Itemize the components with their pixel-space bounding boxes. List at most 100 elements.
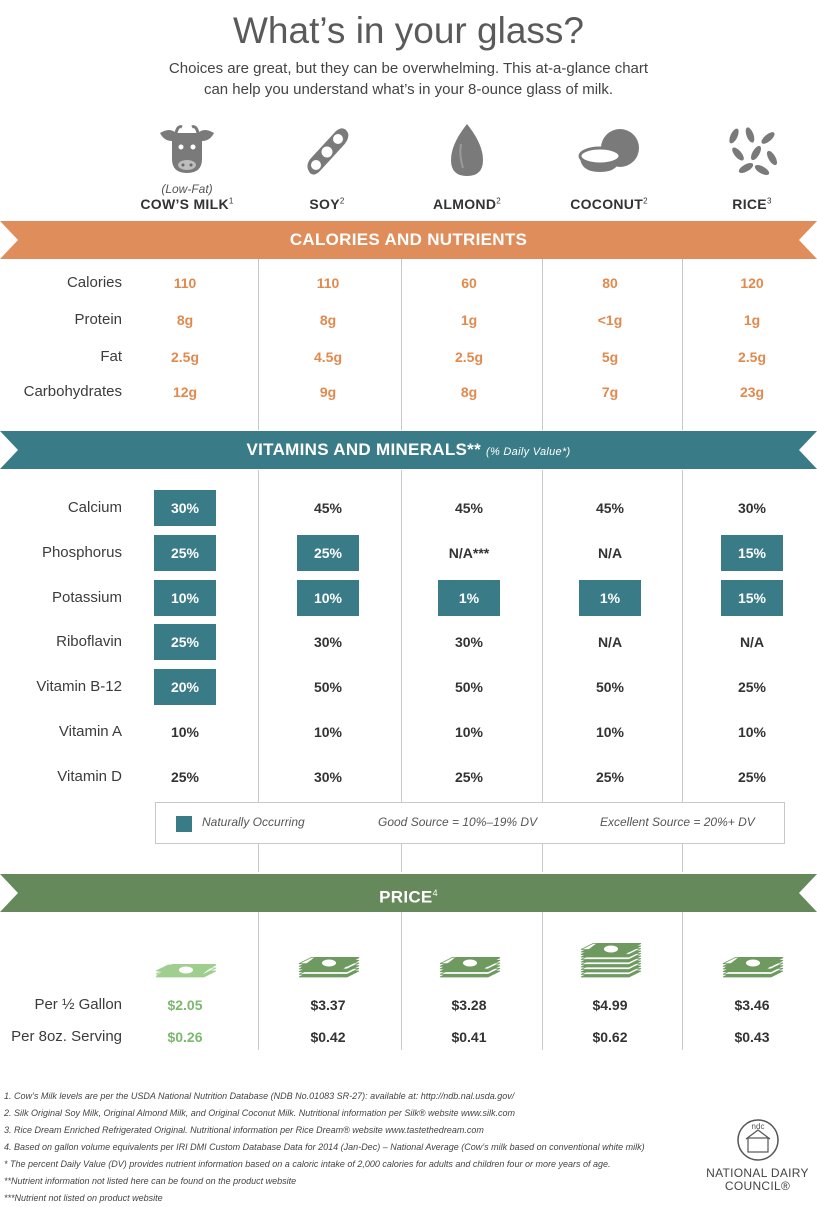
bill-seal xyxy=(463,959,477,967)
column-header-rice: RICE3 xyxy=(687,120,817,212)
row-label: Vitamin A xyxy=(58,723,122,740)
vitamin-value-highlighted: 10% xyxy=(297,580,359,616)
row-label: Riboflavin xyxy=(56,633,122,650)
column-header-almond: ALMOND2 xyxy=(402,120,532,212)
vitamin-value: 30% xyxy=(737,500,767,516)
nutrient-value: 110 xyxy=(316,275,340,291)
logo-line: NATIONAL DAIRY xyxy=(706,1166,809,1180)
column-divider xyxy=(542,912,543,1050)
section-title: PRICE xyxy=(379,887,433,907)
nutrient-value: 2.5g xyxy=(737,349,766,365)
vitamin-value: 25% xyxy=(170,769,200,785)
nutrient-value: 2.5g xyxy=(170,349,199,365)
price-value: $3.28 xyxy=(451,997,487,1013)
vitamin-value: N/A xyxy=(739,634,765,650)
money-stack-icon xyxy=(721,949,785,983)
money-stack-svg xyxy=(439,957,501,978)
price-value: $2.05 xyxy=(167,997,203,1013)
ndc-seal-icon: ndc xyxy=(736,1119,779,1161)
column-divider xyxy=(401,258,402,430)
footnote: 4. Based on gallon volume equivalents pe… xyxy=(4,1142,645,1152)
column-name: RICE xyxy=(732,196,767,212)
row-label: Calories xyxy=(66,274,122,291)
vitamin-value-highlighted: 10% xyxy=(154,580,216,616)
price-value: $0.62 xyxy=(592,1029,628,1045)
legend-good-source: Good Source = 10%–19% DV xyxy=(378,815,538,829)
section-title: CALORIES AND NUTRIENTS xyxy=(289,230,528,249)
vitamin-value: 25% xyxy=(454,769,484,785)
soybean-icon xyxy=(262,120,392,182)
vitamin-value: N/A xyxy=(597,545,623,561)
vitamin-value: 30% xyxy=(454,634,484,650)
vitamin-value: 25% xyxy=(737,679,767,695)
intro-text: Choices are great, but they can be overw… xyxy=(0,58,817,100)
bill-seal xyxy=(179,966,193,974)
page-title: What’s in your glass? xyxy=(233,10,584,51)
vitamin-value: 50% xyxy=(454,679,484,695)
nutrient-value: <1g xyxy=(597,312,623,328)
column-divider xyxy=(542,258,543,430)
nutrient-value: 1g xyxy=(460,312,478,328)
column-header-soy: SOY2 xyxy=(262,120,392,212)
money-stack-svg xyxy=(155,964,217,978)
almond-icon xyxy=(402,120,532,182)
column-divider xyxy=(401,912,402,1050)
price-value: $0.42 xyxy=(310,1029,346,1045)
vitamin-value: 10% xyxy=(170,724,200,740)
vitamin-value-highlighted: 30% xyxy=(154,490,216,526)
column-divider xyxy=(258,258,259,430)
price-value: $0.26 xyxy=(167,1029,203,1045)
vitamin-value: 25% xyxy=(595,769,625,785)
nutrient-value: 4.5g xyxy=(313,349,342,365)
row-label: Vitamin D xyxy=(57,768,122,785)
footnote: 1. Cow’s Milk levels are per the USDA Na… xyxy=(4,1091,515,1101)
vitamin-value: 45% xyxy=(313,500,343,516)
nutrient-value: 80 xyxy=(602,275,618,291)
vitamin-value: 10% xyxy=(313,724,343,740)
money-stack-icon xyxy=(579,935,643,983)
intro-line: Choices are great, but they can be overw… xyxy=(168,60,649,77)
nutrient-value: 9g xyxy=(319,384,337,400)
vitamin-value-highlighted: 15% xyxy=(721,580,783,616)
footnote: * The percent Daily Value (DV) provides … xyxy=(4,1159,611,1169)
section-band-vitamins-minerals: VITAMINS AND MINERALS** (% Daily Value*) xyxy=(0,431,817,469)
column-divider xyxy=(401,470,402,872)
nutrient-value: 12g xyxy=(172,384,198,400)
row-label: Phosphorus xyxy=(41,544,122,561)
vitamin-value-highlighted: 25% xyxy=(154,535,216,571)
vitamin-value: 10% xyxy=(454,724,484,740)
logo-line: COUNCIL® xyxy=(724,1179,791,1193)
bill-seal xyxy=(746,959,760,967)
row-label: Carbohydrates xyxy=(23,383,122,400)
vitamin-value-highlighted: 25% xyxy=(297,535,359,571)
footnote: **Nutrient information not listed here c… xyxy=(4,1176,297,1186)
row-label: Per 8oz. Serving xyxy=(11,1028,122,1045)
nutrient-value: 120 xyxy=(740,275,764,291)
price-value: $3.37 xyxy=(310,997,346,1013)
legend-excellent-source: Excellent Source = 20%+ DV xyxy=(600,815,755,829)
row-label: Vitamin B-12 xyxy=(36,678,122,695)
vitamin-value: 50% xyxy=(313,679,343,695)
nutrient-value: 8g xyxy=(176,312,194,328)
vitamin-value: 45% xyxy=(454,500,484,516)
footnote-ref: 4 xyxy=(432,888,438,898)
vitamin-value: N/A xyxy=(597,634,623,650)
row-label: Per ½ Gallon xyxy=(34,996,122,1013)
intro-line: can help you understand what’s in your 8… xyxy=(203,81,614,98)
column-name: COCONUT xyxy=(570,196,644,212)
nutrient-value: 5g xyxy=(601,349,619,365)
legend-box: Naturally Occurring Good Source = 10%–19… xyxy=(155,802,785,844)
nutrient-value: 110 xyxy=(173,275,197,291)
band-ribbon xyxy=(0,431,817,469)
column-subtitle: (Low-Fat) xyxy=(161,182,213,196)
column-divider xyxy=(542,470,543,872)
money-stack-svg xyxy=(722,957,784,978)
legend-naturally-occurring: Naturally Occurring xyxy=(202,815,305,829)
column-name: SOY xyxy=(309,196,340,212)
money-stack-icon xyxy=(297,949,361,983)
vitamin-value: 30% xyxy=(313,634,343,650)
nutrient-value: 60 xyxy=(461,275,477,291)
footnotes: 1. Cow’s Milk levels are per the USDA Na… xyxy=(4,1088,645,1207)
section-band-calories-nutrients: CALORIES AND NUTRIENTS xyxy=(0,221,817,259)
vitamin-value: 25% xyxy=(737,769,767,785)
